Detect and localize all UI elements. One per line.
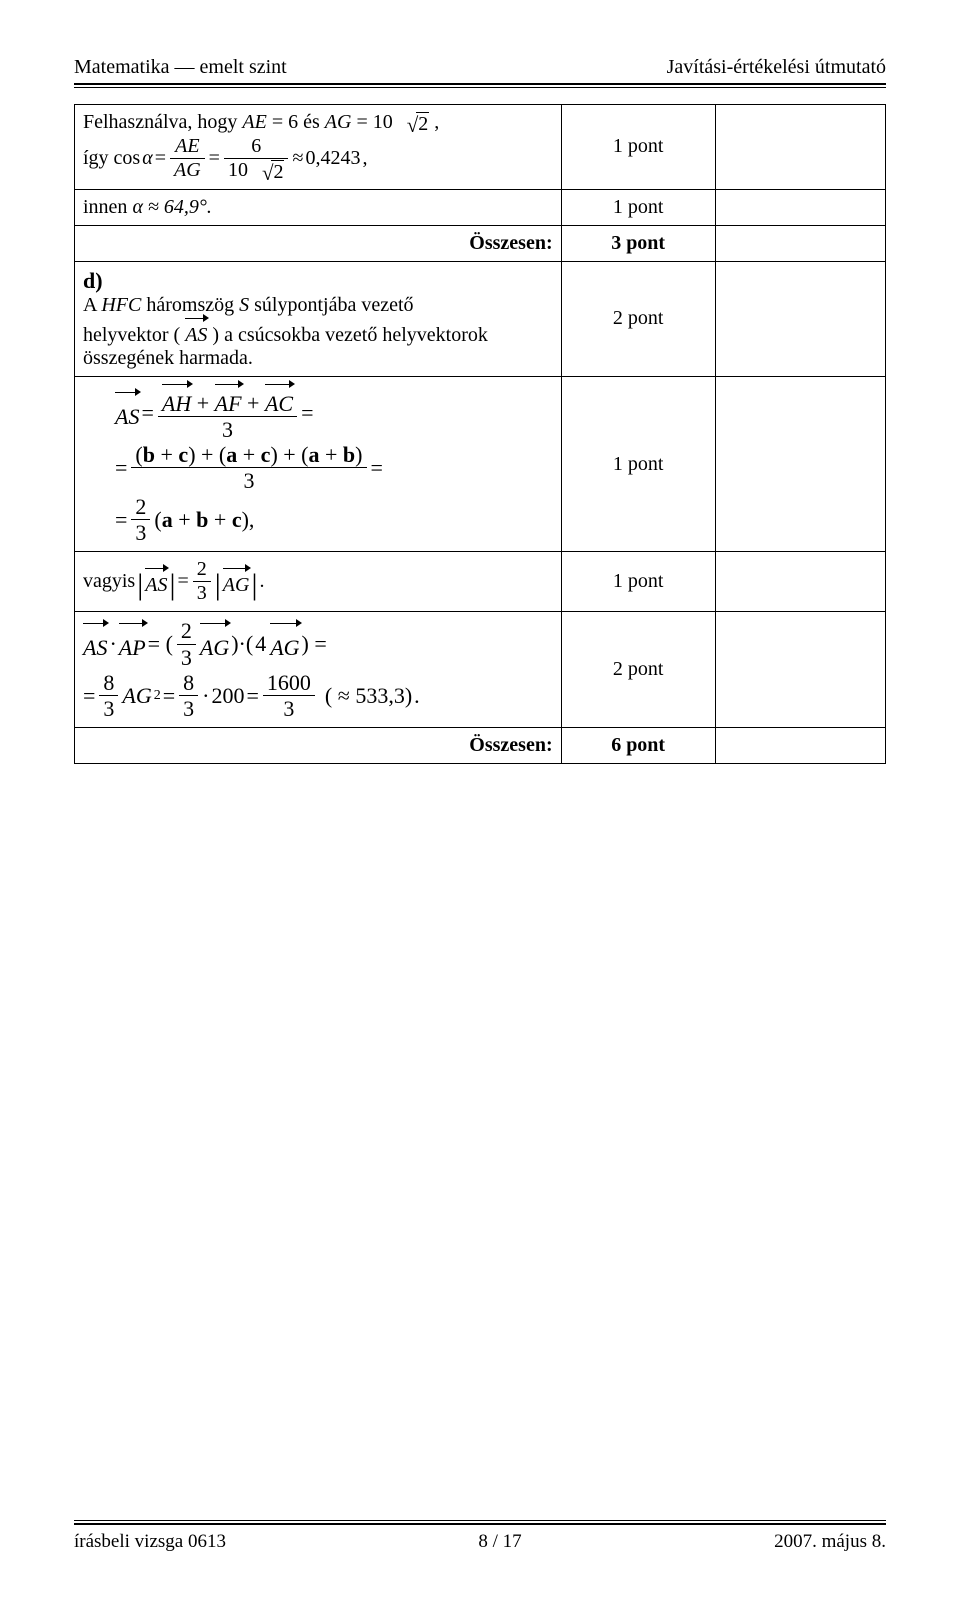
table-row: AS = AH + AF + AC 3 =: [75, 376, 886, 551]
cell-total-label: Összesen:: [75, 225, 562, 261]
approx: ≈: [292, 147, 303, 170]
cell-note: [715, 105, 885, 190]
cell-note: [715, 376, 885, 551]
cell-note: [715, 728, 885, 764]
cell-points: 1 pont: [561, 189, 715, 225]
cell-points: 1 pont: [561, 105, 715, 190]
alpha: α: [142, 147, 153, 170]
header-left: Matematika — emelt szint: [74, 56, 287, 79]
cell-note: [715, 552, 885, 612]
fraction: 2 3: [177, 618, 196, 670]
vector-AP: AP: [119, 622, 146, 667]
table-row: d) A HFC háromszög S súlypontjába vezető…: [75, 261, 886, 376]
cell-left: Felhasználva, hogy AE = 6 és AG = 10 2 ,…: [75, 105, 562, 190]
fraction: 2 3: [193, 558, 211, 605]
alpha-val: α ≈ 64,9°.: [132, 196, 211, 218]
eq: =: [209, 147, 220, 170]
solution-table: Felhasználva, hogy AE = 6 és AG = 10 2 ,…: [74, 104, 886, 764]
var-AG: AG: [325, 111, 352, 133]
cell-points: 1 pont: [561, 552, 715, 612]
fraction: AH + AF + AC 3: [158, 383, 297, 442]
num: 10: [373, 111, 393, 133]
text: ,: [362, 147, 367, 170]
header-right: Javítási-értékelési útmutató: [667, 56, 886, 79]
footer-rule-thin: [74, 1520, 886, 1521]
num: 6: [288, 111, 298, 133]
text: és: [303, 111, 325, 133]
cell-points: 1 pont: [561, 376, 715, 551]
fraction: 2 3: [131, 494, 150, 546]
S: S: [239, 294, 249, 316]
cell-left: AS = AH + AF + AC 3 =: [75, 376, 562, 551]
cell-note: [715, 612, 885, 728]
fraction: 8 3: [179, 670, 198, 722]
cell-points: 2 pont: [561, 261, 715, 376]
text: =: [272, 111, 288, 133]
cell-left: innen α ≈ 64,9°.: [75, 189, 562, 225]
text: ,: [434, 111, 439, 133]
table-row: vagyis | AS | = 2 3 | AG | . 1 pont: [75, 552, 886, 612]
text: összegének harmada.: [83, 347, 253, 369]
sqrt-icon: 2: [262, 160, 285, 183]
vector-AG: AG: [223, 567, 250, 597]
text: A: [83, 294, 101, 316]
footer: írásbeli vizsga 0613 8 / 17 2007. május …: [74, 1520, 886, 1553]
header-rule-thin: [74, 87, 886, 88]
text: vagyis: [83, 570, 135, 593]
fraction: 1600 3: [263, 670, 315, 722]
cell-note: [715, 225, 885, 261]
text: helyvektor (: [83, 324, 185, 346]
sqrt-icon: 2: [407, 112, 430, 135]
footer-left: írásbeli vizsga 0613: [74, 1531, 226, 1553]
AG: AG: [122, 677, 151, 714]
cell-left: vagyis | AS | = 2 3 | AG | .: [75, 552, 562, 612]
cell-left: d) A HFC háromszög S súlypontjába vezető…: [75, 261, 562, 376]
footer-center: 8 / 17: [478, 1531, 521, 1553]
var-AE: AE: [242, 111, 266, 133]
vector-AS: AS: [145, 567, 167, 597]
text: innen: [83, 196, 132, 218]
cell-left: AS · AP = ( 2 3 AG )·(4 AG ) = =: [75, 612, 562, 728]
table-row: innen α ≈ 64,9°. 1 pont: [75, 189, 886, 225]
cell-total-points: 6 pont: [561, 728, 715, 764]
fraction: 8 3: [99, 670, 118, 722]
text: =: [356, 111, 372, 133]
fraction: (b + c) + (a + c) + (a + b) 3: [131, 442, 366, 494]
eq: =: [155, 147, 166, 170]
hfc: HFC: [101, 294, 141, 316]
table-row: Felhasználva, hogy AE = 6 és AG = 10 2 ,…: [75, 105, 886, 190]
cell-total-label: Összesen:: [75, 728, 562, 764]
cell-total-points: 3 pont: [561, 225, 715, 261]
cell-points: 2 pont: [561, 612, 715, 728]
fraction: AE AG: [170, 135, 205, 182]
text: ) a csúcsokba vezető helyvektorok: [212, 324, 487, 346]
vector-AS: AS: [115, 391, 139, 434]
fraction: 6 10 2: [224, 135, 289, 183]
section-label-d: d): [83, 268, 103, 293]
cell-note: [715, 261, 885, 376]
footer-rule-thick: [74, 1523, 886, 1525]
value: 0,4243: [305, 147, 360, 170]
table-row-total: Összesen: 6 pont: [75, 728, 886, 764]
approx-val: ( ≈ 533,3): [325, 677, 412, 714]
table-row-total: Összesen: 3 pont: [75, 225, 886, 261]
footer-right: 2007. május 8.: [774, 1531, 886, 1553]
text: Felhasználva, hogy: [83, 111, 242, 133]
header-rule-thick: [74, 83, 886, 85]
text: háromszög: [146, 294, 239, 316]
cell-note: [715, 189, 885, 225]
vector-AS: AS: [185, 317, 207, 347]
vector-AG: AG: [200, 622, 229, 667]
vector-AS: AS: [83, 622, 107, 667]
text: így cos: [83, 147, 140, 170]
table-row: AS · AP = ( 2 3 AG )·(4 AG ) = =: [75, 612, 886, 728]
text: súlypontjába vezető: [254, 294, 413, 316]
vector-AG: AG: [270, 622, 299, 667]
